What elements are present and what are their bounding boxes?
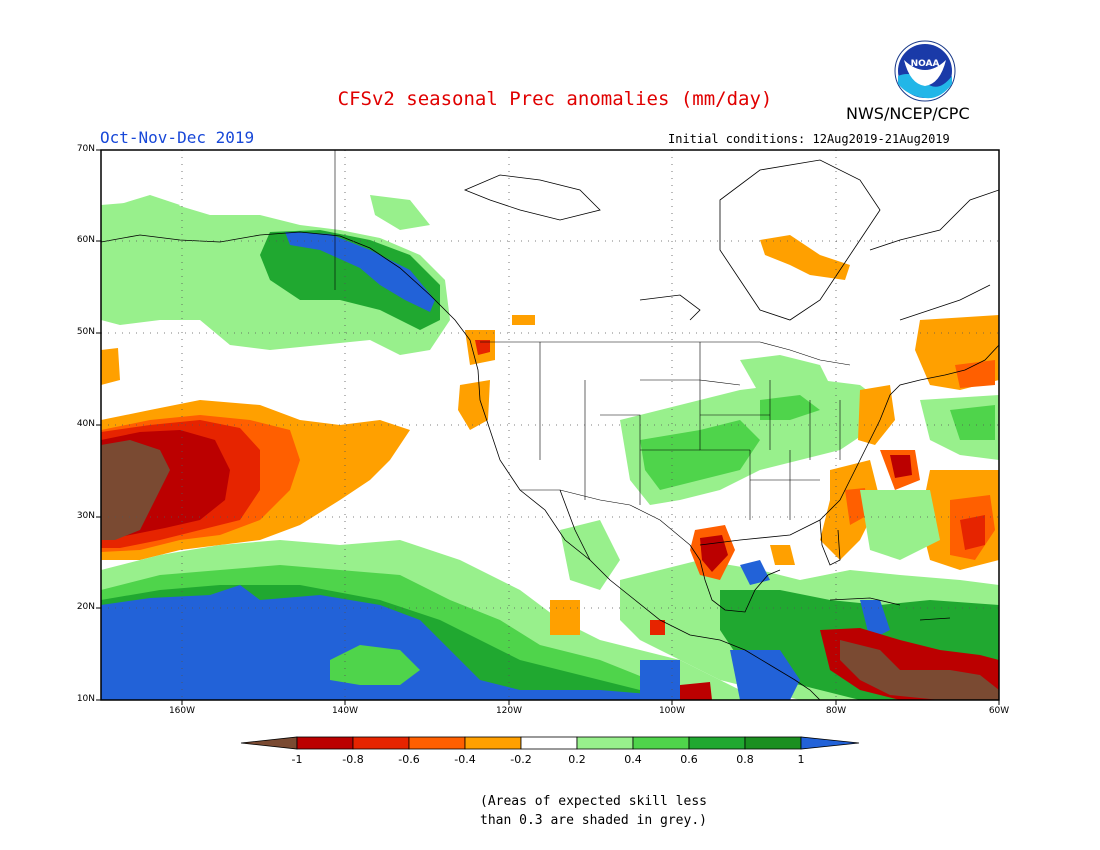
lon-label: 100W <box>658 706 686 716</box>
agency-label: NWS/NCEP/CPC <box>846 104 970 123</box>
skill-note-line: than 0.3 are shaded in grey.) <box>480 813 707 828</box>
lon-label: 80W <box>825 706 847 716</box>
colorbar-segment <box>576 736 634 750</box>
colorbar-label: 0.2 <box>568 753 586 766</box>
noaa-logo-text: NOAA <box>911 59 940 69</box>
map-title: CFSv2 seasonal Prec anomalies (mm/day) <box>337 88 773 110</box>
colorbar-label: 1 <box>797 753 805 766</box>
colorbar-segment <box>296 736 354 750</box>
colorbar-segment <box>800 736 860 750</box>
colorbar-segment <box>240 736 298 750</box>
initial-conditions-label: Initial conditions: 12Aug2019-21Aug2019 <box>668 132 950 146</box>
colorbar-segment <box>520 736 578 750</box>
skill-note-line: (Areas of expected skill less <box>480 794 707 809</box>
gulf-alaska-wet-core <box>260 230 440 330</box>
colorbar-label: -1 <box>291 753 303 766</box>
colorbar-label: 0.4 <box>624 753 642 766</box>
colorbar-segment <box>464 736 522 750</box>
graticule <box>101 150 999 700</box>
lat-label: 30N <box>76 511 95 521</box>
tropical-pacific-strong-wet <box>101 585 680 700</box>
lon-label: 140W <box>331 706 359 716</box>
colorbar-label: -0.2 <box>510 753 532 766</box>
axis-ticks <box>96 149 1000 705</box>
political-borders <box>334 150 851 546</box>
season-label: Oct-Nov-Dec 2019 <box>100 128 255 147</box>
lat-label: 50N <box>76 327 95 337</box>
colorbar-segment <box>352 736 410 750</box>
anomaly-field <box>101 195 999 700</box>
colorbar-label: 0.6 <box>680 753 698 766</box>
pacific-strong-dry-core <box>101 440 170 540</box>
lon-label: 160W <box>168 706 196 716</box>
colorbar-segment <box>744 736 802 750</box>
lat-label: 70N <box>76 144 95 154</box>
colorbar-label: -0.4 <box>454 753 476 766</box>
colorbar-label: -0.8 <box>342 753 364 766</box>
colorbar-label: 0.8 <box>736 753 754 766</box>
colorbar-segment <box>632 736 690 750</box>
lon-label: 60W <box>988 706 1010 716</box>
skill-note: (Areas of expected skill less than 0.3 a… <box>480 792 707 830</box>
alaska-coast-strong-wet <box>285 232 435 312</box>
lat-label: 60N <box>76 235 95 245</box>
coastlines <box>101 159 999 700</box>
colorbar-segment <box>408 736 466 750</box>
lat-label: 10N <box>76 694 95 704</box>
colorbar-segment <box>688 736 746 750</box>
lat-label: 20N <box>76 602 95 612</box>
colorbar-label: -0.6 <box>398 753 420 766</box>
lon-label: 120W <box>495 706 523 716</box>
noaa-logo: NOAA <box>894 40 956 102</box>
lat-label: 40N <box>76 419 95 429</box>
